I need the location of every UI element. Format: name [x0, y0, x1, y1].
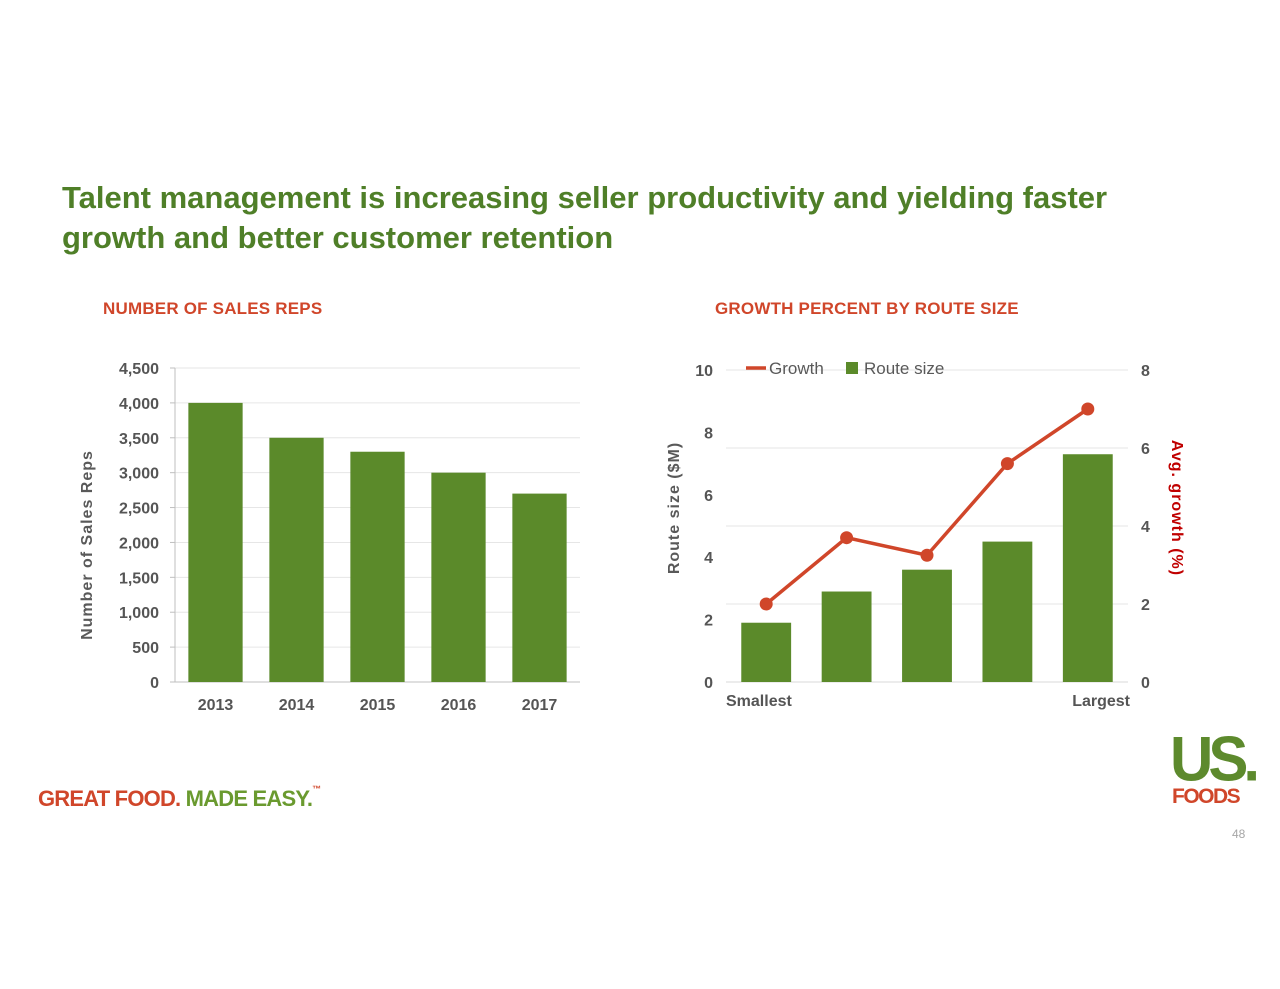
y-left-tick-label: 0 — [704, 675, 713, 692]
y-right-tick-label: 0 — [1141, 675, 1150, 692]
y-right-axis-title: Avg. growth (%) — [1168, 440, 1185, 576]
bar-2013 — [188, 402, 243, 682]
bar-2017 — [512, 493, 567, 682]
x-tick-label: 2014 — [279, 697, 315, 714]
route-size-bar — [902, 569, 952, 682]
growth-point — [840, 531, 854, 545]
growth-point — [1000, 457, 1014, 471]
x-tick-label: 2013 — [198, 697, 234, 714]
y-right-tick-label: 4 — [1141, 519, 1150, 536]
y-tick-label: 2,500 — [119, 501, 159, 518]
trademark-symbol: ™ — [312, 784, 321, 794]
y-left-tick-label: 4 — [704, 550, 713, 567]
y-left-tick-label: 6 — [704, 488, 713, 505]
route-size-bar — [821, 591, 872, 682]
y-tick-label: 3,000 — [119, 466, 159, 483]
y-left-tick-label: 10 — [695, 363, 713, 380]
slide-title: Talent management is increasing seller p… — [62, 180, 1108, 255]
y-axis-title: Number of Sales Reps — [79, 450, 96, 640]
bar-2015 — [350, 451, 405, 682]
tagline-part1: GREAT FOOD. — [38, 786, 181, 811]
y-right-tick-label: 2 — [1141, 597, 1150, 614]
x-tick-label: Largest — [1072, 693, 1130, 710]
x-tick-label: 2017 — [522, 697, 558, 714]
us-foods-logo: US. FOODS — [1170, 723, 1260, 810]
legend-growth-label: Growth — [769, 359, 824, 378]
tagline: GREAT FOOD. MADE EASY.™ — [38, 784, 321, 812]
route-size-bar — [982, 541, 1033, 682]
route-size-bar — [741, 622, 792, 682]
bar-2016 — [431, 472, 486, 682]
growth-point — [1081, 402, 1095, 416]
y-tick-label: 1,500 — [119, 570, 159, 587]
y-tick-label: 4,000 — [119, 396, 159, 413]
x-tick-label: 2016 — [441, 697, 477, 714]
tagline-part2: MADE EASY. — [185, 786, 313, 811]
y-left-tick-label: 2 — [704, 613, 713, 630]
bar-2014 — [269, 437, 324, 682]
legend-route-size-swatch — [846, 362, 858, 374]
growth-point — [759, 597, 773, 611]
x-tick-label: Smallest — [726, 693, 792, 710]
route-size-chart-title: GROWTH PERCENT BY ROUTE SIZE — [715, 299, 1019, 318]
y-right-tick-label: 6 — [1141, 441, 1150, 458]
page-number: 48 — [1232, 827, 1246, 841]
y-tick-label: 4,500 — [119, 361, 159, 378]
y-tick-label: 500 — [132, 640, 159, 657]
logo-foods-text: FOODS — [1172, 785, 1241, 808]
route-size-bar — [1062, 454, 1113, 682]
y-tick-label: 0 — [150, 675, 159, 692]
y-tick-label: 1,000 — [119, 605, 159, 622]
y-right-tick-label: 8 — [1141, 363, 1150, 380]
y-tick-label: 3,500 — [119, 431, 159, 448]
logo-us-text: US. — [1170, 723, 1260, 795]
y-left-tick-label: 8 — [704, 425, 713, 442]
legend-route-size-label: Route size — [864, 359, 944, 378]
growth-point — [920, 548, 934, 562]
sales-reps-chart-title: NUMBER OF SALES REPS — [103, 299, 323, 318]
y-tick-label: 2,000 — [119, 535, 159, 552]
x-tick-label: 2015 — [360, 697, 396, 714]
y-left-axis-title: Route size ($M) — [666, 442, 683, 574]
